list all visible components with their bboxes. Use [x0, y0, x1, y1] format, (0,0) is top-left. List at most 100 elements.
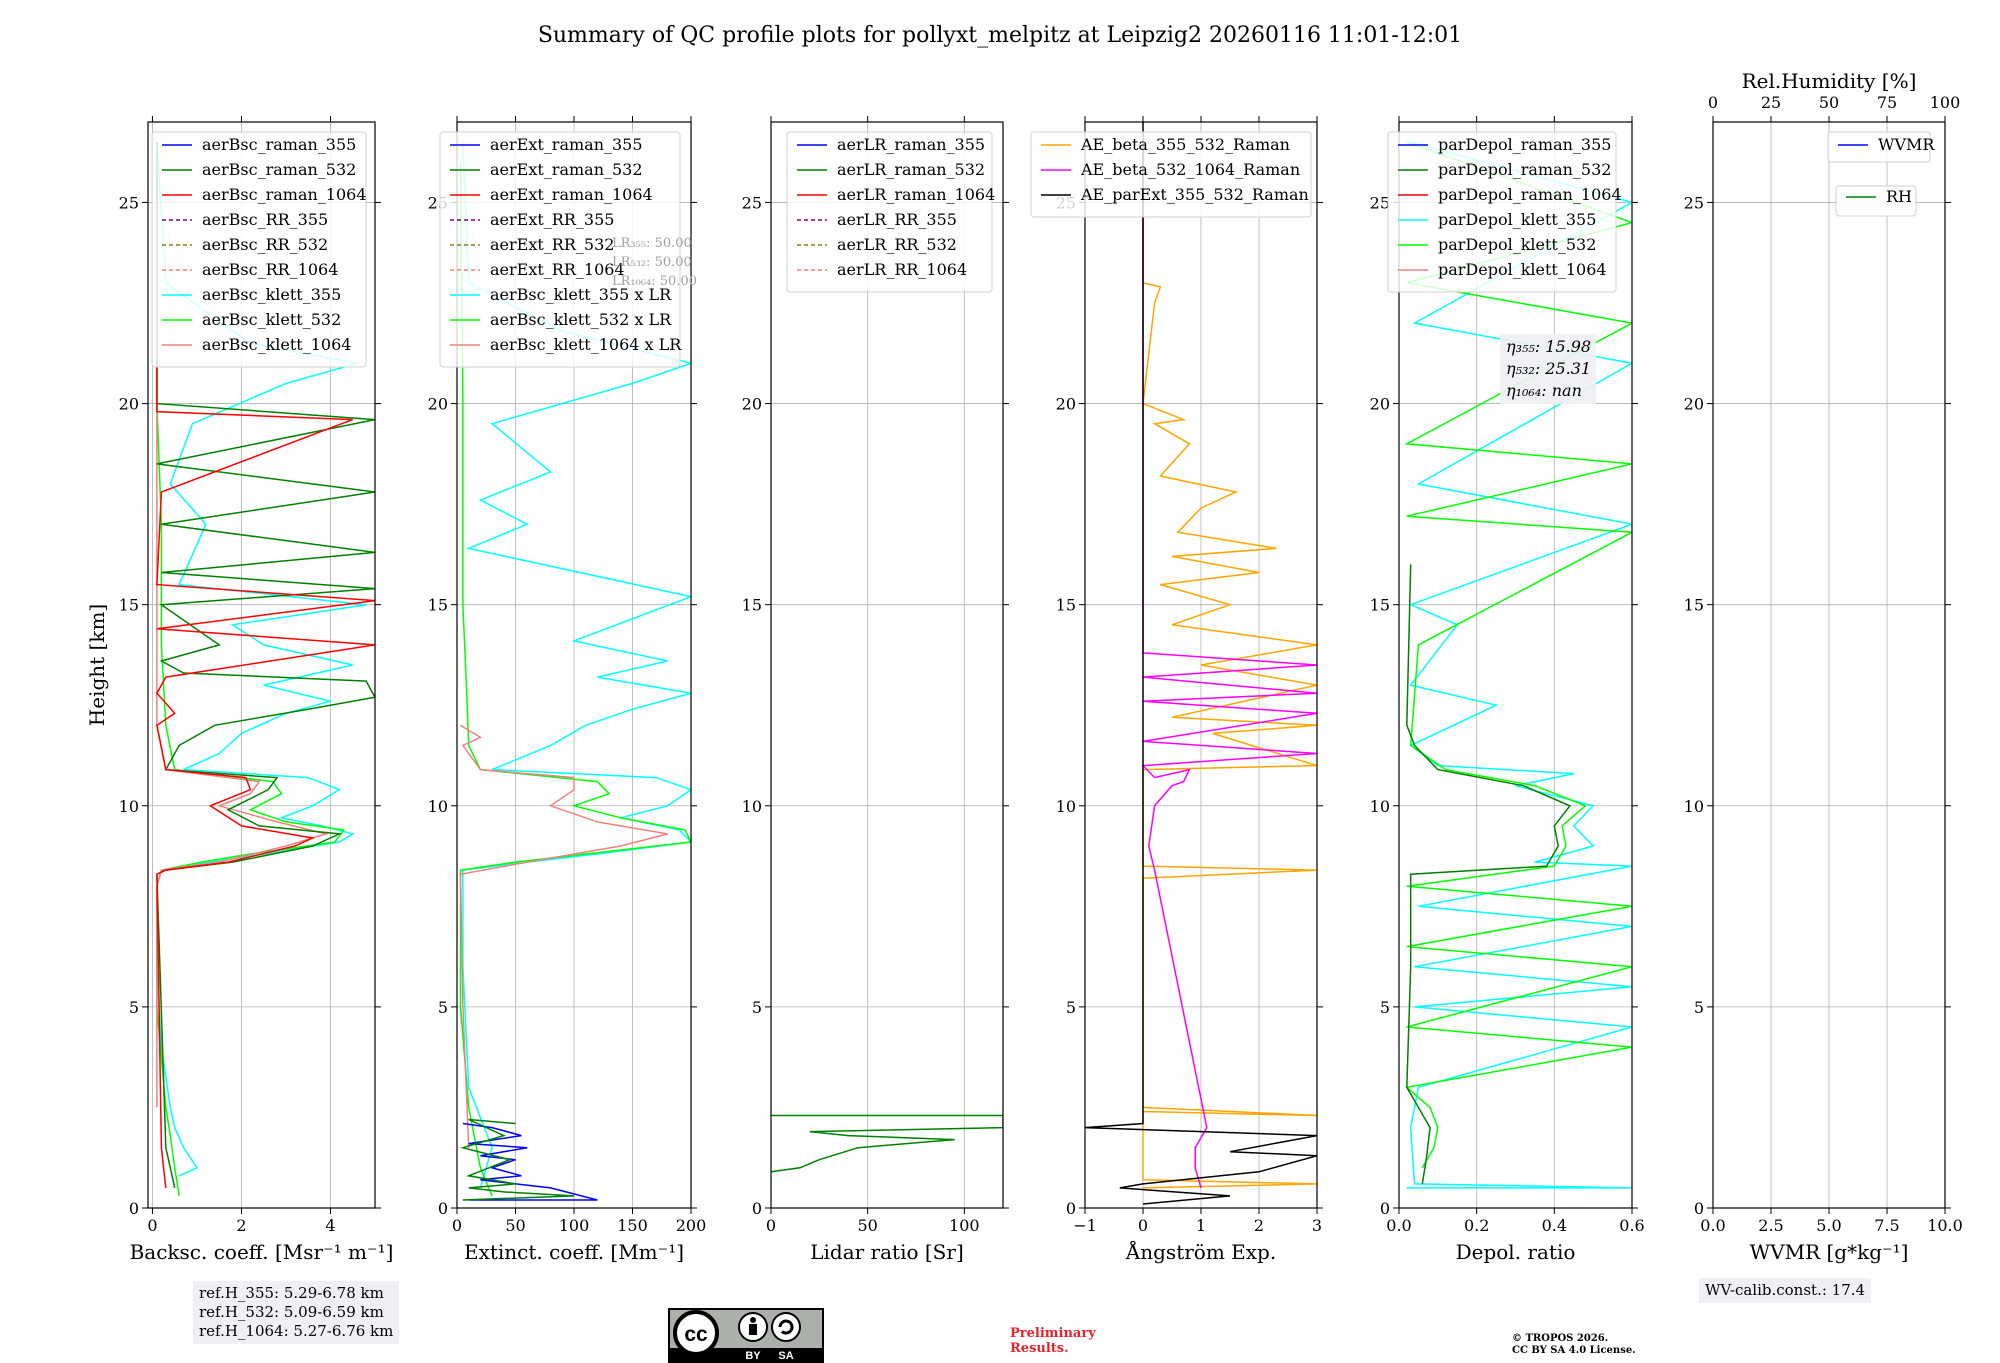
wv-xtick-label-2: 5.0: [1816, 1216, 1841, 1235]
depol-panel: 0.0 0.2 0.4 0.6 0 5 10 15 20 25 Depol. ratio parDep…: [1370, 116, 1645, 1264]
ae-legend-box: [1030, 131, 1312, 218]
by-person-body: [749, 1324, 757, 1335]
bsc-legend-label-8: aerBsc_klett_1064: [202, 335, 351, 354]
wv-calib-text: WV-calib.const.: 17.4: [1705, 1281, 1866, 1299]
by-person-head: [750, 1317, 756, 1323]
ae-ytick-label-2: 10: [1056, 797, 1076, 816]
depol-frame: [1398, 121, 1633, 1209]
cc-by-sa-badge: cc BY SA: [668, 1308, 824, 1363]
lr-ytick-label-3: 15: [742, 596, 762, 615]
bsc-legend-label-2: aerBsc_raman_1064: [202, 185, 367, 204]
wv-top-tick-label-1: 25: [1761, 93, 1781, 112]
ae-ytick-label-0: 0: [1066, 1199, 1076, 1218]
ae-xlabel: Ångström Exp.: [1125, 1239, 1276, 1264]
lr-xtick-label-2: 100: [949, 1216, 980, 1235]
lr-xlabel: Lidar ratio [Sr]: [810, 1240, 964, 1264]
wv-legend-box-2: [1835, 185, 1917, 217]
reference-height-box: ref.H_355: 5.29-6.78 km ref.H_532: 5.09-…: [193, 1281, 400, 1344]
bsc-panel: 0 2 4 0 5 10 15 20 25 Backsc. coeff. [Msr⁻¹ m⁻¹] H…: [85, 116, 393, 1264]
sa-arrow-icon: [778, 1319, 794, 1335]
bsc-legend-label-0: aerBsc_raman_355: [202, 135, 356, 154]
bsc-legend-label-7: aerBsc_klett_532: [202, 310, 341, 329]
lr-legend-label-3: aerLR_RR_355: [837, 210, 957, 229]
lr-legend-label-2: aerLR_raman_1064: [837, 185, 995, 204]
ae-series-AE_beta_532_1064_Raman: [1141, 142, 1317, 1189]
copyright-note: © TROPOS 2026. CC BY SA 4.0 License.: [1512, 1333, 1636, 1357]
ext-xtick-label-4: 200: [676, 1216, 707, 1235]
depol-ytick-label-5: 25: [1370, 193, 1390, 212]
ae-xtick-label-1: 0: [1138, 1216, 1148, 1235]
bsc-ytick-label-2: 10: [119, 797, 139, 816]
depol-eta-box: [1500, 334, 1596, 404]
depol-xtick-label-0: 0.0: [1386, 1216, 1411, 1235]
lr-ytick-label-5: 25: [742, 193, 762, 212]
depol-ytick-label-3: 15: [1370, 596, 1390, 615]
ext-series-aerBsc_klett_532 x LR: [459, 162, 691, 1197]
ae-xtick-label-4: 3: [1312, 1216, 1322, 1235]
lr-legend-label-5: aerLR_RR_1064: [837, 260, 967, 279]
depol-legend-label-1: parDepol_raman_532: [1438, 160, 1611, 179]
ae-series-AE_parExt_355_532_Raman: [1085, 122, 1317, 1205]
preliminary-line-2: Results.: [1010, 1341, 1069, 1356]
ext-ytick-label-0: 0: [438, 1199, 448, 1218]
lr-legend-box: [786, 131, 993, 293]
ae-series-AE_beta_355_532_Raman: [1142, 142, 1317, 1189]
depol-legend-label-2: parDepol_raman_1064: [1438, 185, 1622, 204]
ext-legend-label-3: aerExt_RR_355: [490, 210, 614, 229]
bsc-legend-label-4: aerBsc_RR_532: [202, 235, 328, 254]
ext-legend-label-6: aerBsc_klett_355 x LR: [490, 285, 672, 304]
lr-ytick-label-2: 10: [742, 797, 762, 816]
depol-eta-annotation-1: η₅₃₂: 25.31: [1506, 359, 1591, 378]
bsc-xtick-label-1: 2: [236, 1216, 246, 1235]
ae-panel: −101230510152025Ångström Exp.AE_beta_355…: [1030, 116, 1323, 1264]
ext-series-aerBsc_klett_1064 x LR: [459, 724, 668, 1148]
ext-series-aerExt_raman_532: [460, 1118, 575, 1201]
wv-ytick-label-2: 10: [1684, 797, 1704, 816]
bsc-legend-label-3: aerBsc_RR_355: [202, 210, 328, 229]
bsc-xtick-label-0: 0: [147, 1216, 157, 1235]
wv-ytick-label-4: 20: [1684, 395, 1704, 414]
ae-ytick-label-1: 5: [1066, 998, 1076, 1017]
ext-ytick-label-2: 10: [428, 797, 448, 816]
bsc-ytick-label-4: 20: [119, 395, 139, 414]
ext-series-group: [459, 142, 691, 1201]
depol-xtick-label-3: 0.6: [1619, 1216, 1644, 1235]
ae-xtick-label-3: 2: [1254, 1216, 1264, 1235]
depol-xtick-label-2: 0.4: [1542, 1216, 1567, 1235]
refh-1064: ref.H_1064: 5.27-6.76 km: [199, 1322, 394, 1340]
ext-lr-annotation-2: LR₁₀₆₄: 50.00: [612, 274, 697, 289]
wv-top-tick-label-4: 100: [1930, 93, 1961, 112]
depol-legend-label-4: parDepol_klett_532: [1438, 235, 1596, 254]
ext-xtick-label-0: 0: [452, 1216, 462, 1235]
sa-share-icon: [771, 1312, 801, 1342]
lr-legend-label-0: aerLR_raman_355: [837, 135, 985, 154]
ae-series-group: [1085, 122, 1317, 1205]
bsc-series-aerBsc_raman_532: [156, 142, 375, 1189]
wv-ytick-label-3: 15: [1684, 596, 1704, 615]
ae-xtick-label-0: −1: [1073, 1216, 1097, 1235]
copyright-line-1: © TROPOS 2026.: [1512, 1333, 1609, 1344]
lr-frame: [770, 121, 1004, 1209]
ext-ytick-label-4: 20: [428, 395, 448, 414]
badge-by-label: BY: [745, 1350, 761, 1362]
ae-legend-label-2: AE_parExt_355_532_Raman: [1080, 185, 1309, 204]
ext-legend-label-1: aerExt_raman_532: [490, 160, 643, 179]
depol-series-group: [1404, 141, 1632, 1189]
depol-ytick-label-4: 20: [1370, 395, 1390, 414]
depol-xtick-label-1: 0.2: [1464, 1216, 1489, 1235]
depol-series-parDepol_raman_532: [1406, 564, 1572, 1185]
wv-ytick-label-5: 25: [1684, 193, 1704, 212]
wv-top-tick-label-0: 0: [1708, 93, 1718, 112]
ext-legend-label-2: aerExt_raman_1064: [490, 185, 653, 204]
wv-top-xlabel: Rel.Humidity [%]: [1742, 69, 1917, 93]
lr-panel: 0 50 100 0 5 10 15 20 25 Lidar ratio [Sr] aerLR_ra…: [742, 116, 1009, 1264]
ext-legend-label-0: aerExt_raman_355: [490, 135, 643, 154]
bsc-ytick-label-5: 25: [119, 193, 139, 212]
bsc-series-aerBsc_raman_1064: [155, 363, 375, 1188]
ext-legend-box: [439, 131, 681, 368]
ext-ytick-label-3: 15: [428, 596, 448, 615]
figure-title: Summary of QC profile plots for pollyxt_…: [538, 23, 1462, 48]
bsc-legend-label-5: aerBsc_RR_1064: [202, 260, 338, 279]
